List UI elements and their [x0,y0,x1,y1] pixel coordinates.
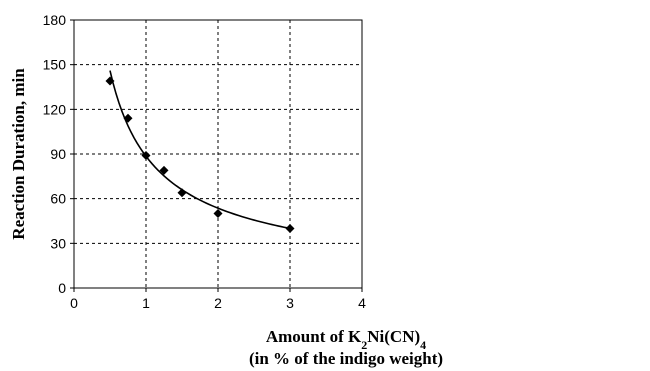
x-axis-title-sub2: 4 [420,338,426,352]
x-axis-title: Amount of K2Ni(CN)4 [266,327,426,352]
x-tick-labels: 0 1 2 3 4 [70,288,366,311]
y-tick-label: 30 [50,235,66,251]
y-axis-title: Reaction Duration, min [9,68,28,240]
x-axis-title-line2: (in % of the indigo weight) [249,349,443,368]
data-point [213,209,223,219]
data-point [285,223,295,233]
data-points [105,76,295,233]
x-axis-title-prefix: Amount of K [266,327,362,346]
y-tick-label: 150 [43,57,67,73]
y-tick-label: 120 [43,101,67,117]
data-point [159,165,169,175]
y-tick-label: 60 [50,191,66,207]
data-point [141,150,151,160]
data-point [105,76,115,86]
x-axis-title-sub1: 2 [361,338,367,352]
x-tick-label: 3 [286,295,294,311]
data-point [123,113,133,123]
x-tick-label: 4 [358,295,366,311]
gridlines [74,20,362,288]
trendline [109,70,291,230]
x-tick-label: 1 [142,295,150,311]
data-point [177,188,187,198]
y-tick-label: 90 [50,146,66,162]
y-tick-label: 180 [43,12,67,28]
x-tick-label: 2 [214,295,222,311]
y-tick-labels: 0 30 60 90 120 150 180 [43,12,74,296]
y-tick-label: 0 [58,280,66,296]
x-tick-label: 0 [70,295,78,311]
x-axis-title-middle: Ni(CN) [367,327,420,346]
